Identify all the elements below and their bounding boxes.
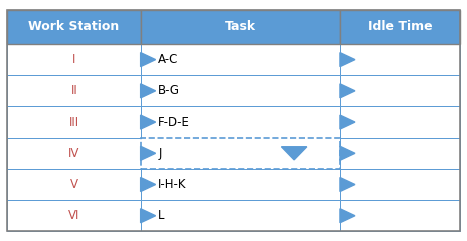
Polygon shape	[340, 146, 355, 160]
Text: L: L	[158, 209, 165, 222]
Text: Task: Task	[225, 20, 256, 33]
Text: F-D-E: F-D-E	[158, 116, 190, 128]
Polygon shape	[141, 146, 156, 160]
Polygon shape	[141, 209, 156, 223]
Bar	[7, 10, 141, 44]
Text: IV: IV	[68, 147, 79, 160]
Bar	[7, 169, 141, 200]
Bar	[7, 75, 141, 107]
Bar	[340, 200, 460, 231]
Bar	[340, 138, 460, 169]
Text: I-H-K: I-H-K	[158, 178, 187, 191]
Text: VI: VI	[68, 209, 79, 222]
Bar	[7, 44, 141, 75]
Text: J: J	[158, 147, 162, 160]
Polygon shape	[282, 147, 307, 160]
Text: Work Station: Work Station	[28, 20, 120, 33]
Bar	[141, 75, 340, 107]
Bar	[141, 169, 340, 200]
Bar	[141, 44, 340, 75]
Bar	[340, 10, 460, 44]
Polygon shape	[141, 177, 156, 192]
Bar	[340, 107, 460, 138]
Bar	[141, 138, 340, 169]
Polygon shape	[340, 177, 355, 192]
Text: Idle Time: Idle Time	[368, 20, 432, 33]
Text: A-C: A-C	[158, 53, 179, 66]
Polygon shape	[141, 84, 156, 98]
Polygon shape	[141, 53, 156, 67]
Polygon shape	[340, 115, 355, 129]
Bar	[141, 200, 340, 231]
Bar	[141, 107, 340, 138]
Bar	[340, 169, 460, 200]
Bar	[141, 10, 340, 44]
Text: II: II	[71, 84, 77, 97]
Polygon shape	[340, 53, 355, 67]
Bar	[7, 200, 141, 231]
Bar	[340, 44, 460, 75]
Text: I: I	[72, 53, 76, 66]
Bar	[7, 138, 141, 169]
Bar	[340, 75, 460, 107]
Polygon shape	[340, 209, 355, 223]
Bar	[7, 107, 141, 138]
Text: V: V	[70, 178, 78, 191]
Polygon shape	[141, 115, 156, 129]
Text: III: III	[69, 116, 79, 128]
Polygon shape	[340, 84, 355, 98]
Text: B-G: B-G	[158, 84, 180, 97]
